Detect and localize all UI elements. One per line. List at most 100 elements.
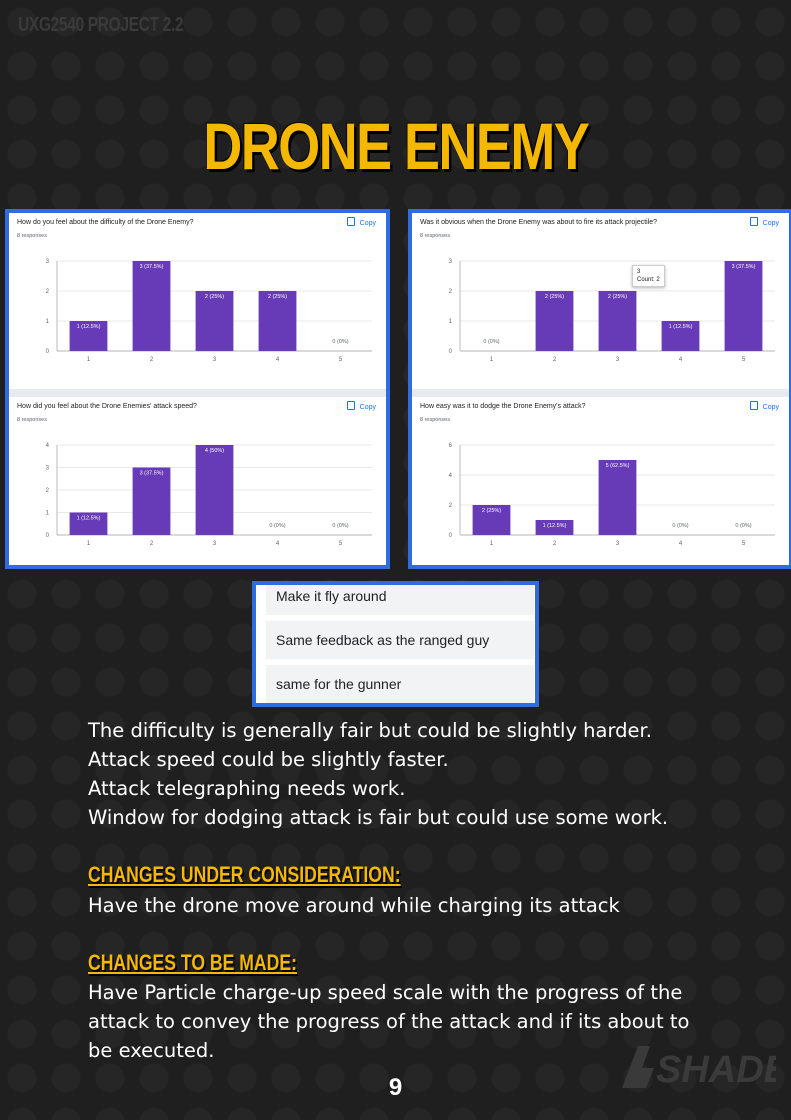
left-chart-panel: 0 1 2 3 1 (12.5%) 1 3 (37.5%) 2 2 (25%) 3 2 (25%) 4… xyxy=(5,209,390,569)
response-item: Same feedback as the ranged guy xyxy=(266,621,534,659)
summary-line: Window for dodging attack is fair but co… xyxy=(88,806,669,829)
y-tick-label: 3 xyxy=(46,259,50,265)
copy-icon xyxy=(749,217,758,226)
right-chart-panel: 0 1 2 3 0 (0%) 1 2 (25%) 2 2 (25%) 3 1 (12.5%) 4 3 (… xyxy=(408,209,791,569)
y-tick-label: 1 xyxy=(46,319,50,325)
x-tick-label: 4 xyxy=(679,357,683,363)
y-tick-label: 2 xyxy=(46,289,50,295)
text-responses-box: Make it fly around Same feedback as the … xyxy=(252,581,539,707)
bar-data-label: 2 (25%) xyxy=(608,294,627,300)
bar-data-label: 3 (37.5%) xyxy=(140,471,164,477)
bar-data-label: 5 (62.5%) xyxy=(606,463,630,469)
bar xyxy=(661,321,700,351)
panel-divider xyxy=(412,389,789,397)
x-tick-label: 1 xyxy=(87,357,91,363)
summary-line: The difficulty is generally fair but cou… xyxy=(88,719,652,742)
x-tick-label: 3 xyxy=(213,541,217,547)
y-tick-label: 2 xyxy=(449,503,453,509)
x-tick-label: 4 xyxy=(276,541,280,547)
bar xyxy=(598,291,637,351)
page-number: 9 xyxy=(388,1074,403,1101)
y-tick-label: 2 xyxy=(46,488,50,494)
bar-data-label: 3 (37.5%) xyxy=(140,264,164,270)
svg-text:SHADE: SHADE xyxy=(656,1049,776,1091)
copy-icon xyxy=(749,401,758,410)
bar-data-label: 0 (0%) xyxy=(269,523,285,529)
page-title: DRONE ENEMY xyxy=(203,109,590,183)
chart-question: How did you feel about the Drone Enemies… xyxy=(17,403,197,410)
x-tick-label: 3 xyxy=(213,357,217,363)
summary-text: The difficulty is generally fair but cou… xyxy=(88,716,748,832)
bar-data-label: 4 (50%) xyxy=(205,448,224,454)
x-tick-label: 3 xyxy=(616,541,620,547)
bar xyxy=(132,261,171,351)
bar-data-label: 3 (37.5%) xyxy=(732,264,756,270)
bar xyxy=(69,321,108,351)
changes-to-be-made-heading: CHANGES TO BE MADE: xyxy=(88,950,297,975)
bar xyxy=(132,467,171,535)
bar-data-label: 1 (12.5%) xyxy=(77,516,101,522)
copy-button[interactable]: Copy xyxy=(346,217,376,227)
response-count: 8 responses xyxy=(420,417,450,423)
shade-logo: SHADE xyxy=(622,1046,776,1091)
bar xyxy=(195,445,234,535)
chart-card-dodge-ease: 0 2 4 6 2 (25%) 1 1 (12.5%) 2 5 (62.5%) 3 0 (0%) 4 0… xyxy=(412,397,789,565)
x-tick-label: 5 xyxy=(339,357,343,363)
document-header-label: UXG2540 PROJECT 2.2 xyxy=(18,14,184,36)
changes-under-consideration-heading: CHANGES UNDER CONSIDERATION: xyxy=(88,862,401,887)
x-tick-label: 4 xyxy=(679,541,683,547)
x-tick-label: 4 xyxy=(276,357,280,363)
x-tick-label: 1 xyxy=(490,541,494,547)
x-tick-label: 2 xyxy=(553,357,557,363)
y-tick-label: 6 xyxy=(449,443,453,449)
panel-divider xyxy=(9,389,386,397)
bar-chart: 0 1 2 3 0 (0%) 1 2 (25%) 2 2 (25%) 3 1 (12.5%) 4 3 (… xyxy=(449,259,775,363)
copy-button[interactable]: Copy xyxy=(346,401,376,411)
bar xyxy=(598,460,637,535)
x-tick-label: 3 xyxy=(616,357,620,363)
bar-data-label: 0 (0%) xyxy=(332,523,348,529)
y-tick-label: 2 xyxy=(449,289,453,295)
bar-data-label: 2 (25%) xyxy=(545,294,564,300)
response-item: Make it fly around xyxy=(266,585,534,615)
y-tick-label: 0 xyxy=(449,349,453,355)
copy-icon xyxy=(346,217,355,226)
bar-data-label: 0 (0%) xyxy=(332,339,348,345)
bar xyxy=(472,505,511,535)
response-count: 8 responses xyxy=(420,233,450,239)
bar-chart: 0 1 2 3 1 (12.5%) 1 3 (37.5%) 2 2 (25%) 3 2 (25%) 4… xyxy=(46,259,372,363)
response-count: 8 responses xyxy=(17,417,47,423)
y-tick-label: 0 xyxy=(46,349,50,355)
bar-data-label: 2 (25%) xyxy=(268,294,287,300)
bar-data-label: 1 (12.5%) xyxy=(77,324,101,330)
copy-button[interactable]: Copy xyxy=(749,217,779,227)
x-tick-label: 5 xyxy=(742,541,746,547)
bar-chart: 0 1 2 3 4 1 (12.5%) 1 3 (37.5%) 2 4 (50%) 3 0 (0%) 4… xyxy=(46,443,372,547)
x-tick-label: 2 xyxy=(553,541,557,547)
bar xyxy=(535,291,574,351)
bar-data-label: 1 (12.5%) xyxy=(669,324,693,330)
y-tick-label: 1 xyxy=(449,319,453,325)
x-tick-label: 1 xyxy=(490,357,494,363)
changes-to-be-made-text: Have Particle charge-up speed scale with… xyxy=(88,981,690,1062)
x-tick-label: 2 xyxy=(150,541,154,547)
response-item: same for the gunner xyxy=(266,665,534,703)
y-tick-label: 3 xyxy=(449,259,453,265)
response-count: 8 responses xyxy=(17,233,47,239)
bar-data-label: 2 (25%) xyxy=(482,508,501,514)
y-tick-label: 4 xyxy=(46,443,50,449)
y-tick-label: 0 xyxy=(46,533,50,539)
bar xyxy=(535,520,574,535)
chart-card-difficulty: 0 1 2 3 1 (12.5%) 1 3 (37.5%) 2 2 (25%) 3 2 (25%) 4… xyxy=(9,213,386,389)
bar-chart: 0 2 4 6 2 (25%) 1 1 (12.5%) 2 5 (62.5%) 3 0 (0%) 4 0… xyxy=(449,443,775,547)
bar-data-label: 1 (12.5%) xyxy=(543,523,567,529)
chart-question: How do you feel about the difficulty of … xyxy=(17,219,194,226)
bar-data-label: 0 (0%) xyxy=(483,339,499,345)
copy-icon xyxy=(346,401,355,410)
y-tick-label: 0 xyxy=(449,533,453,539)
x-tick-label: 1 xyxy=(87,541,91,547)
copy-button[interactable]: Copy xyxy=(749,401,779,411)
bar xyxy=(724,261,763,351)
bar xyxy=(69,512,108,535)
bar xyxy=(195,291,234,351)
